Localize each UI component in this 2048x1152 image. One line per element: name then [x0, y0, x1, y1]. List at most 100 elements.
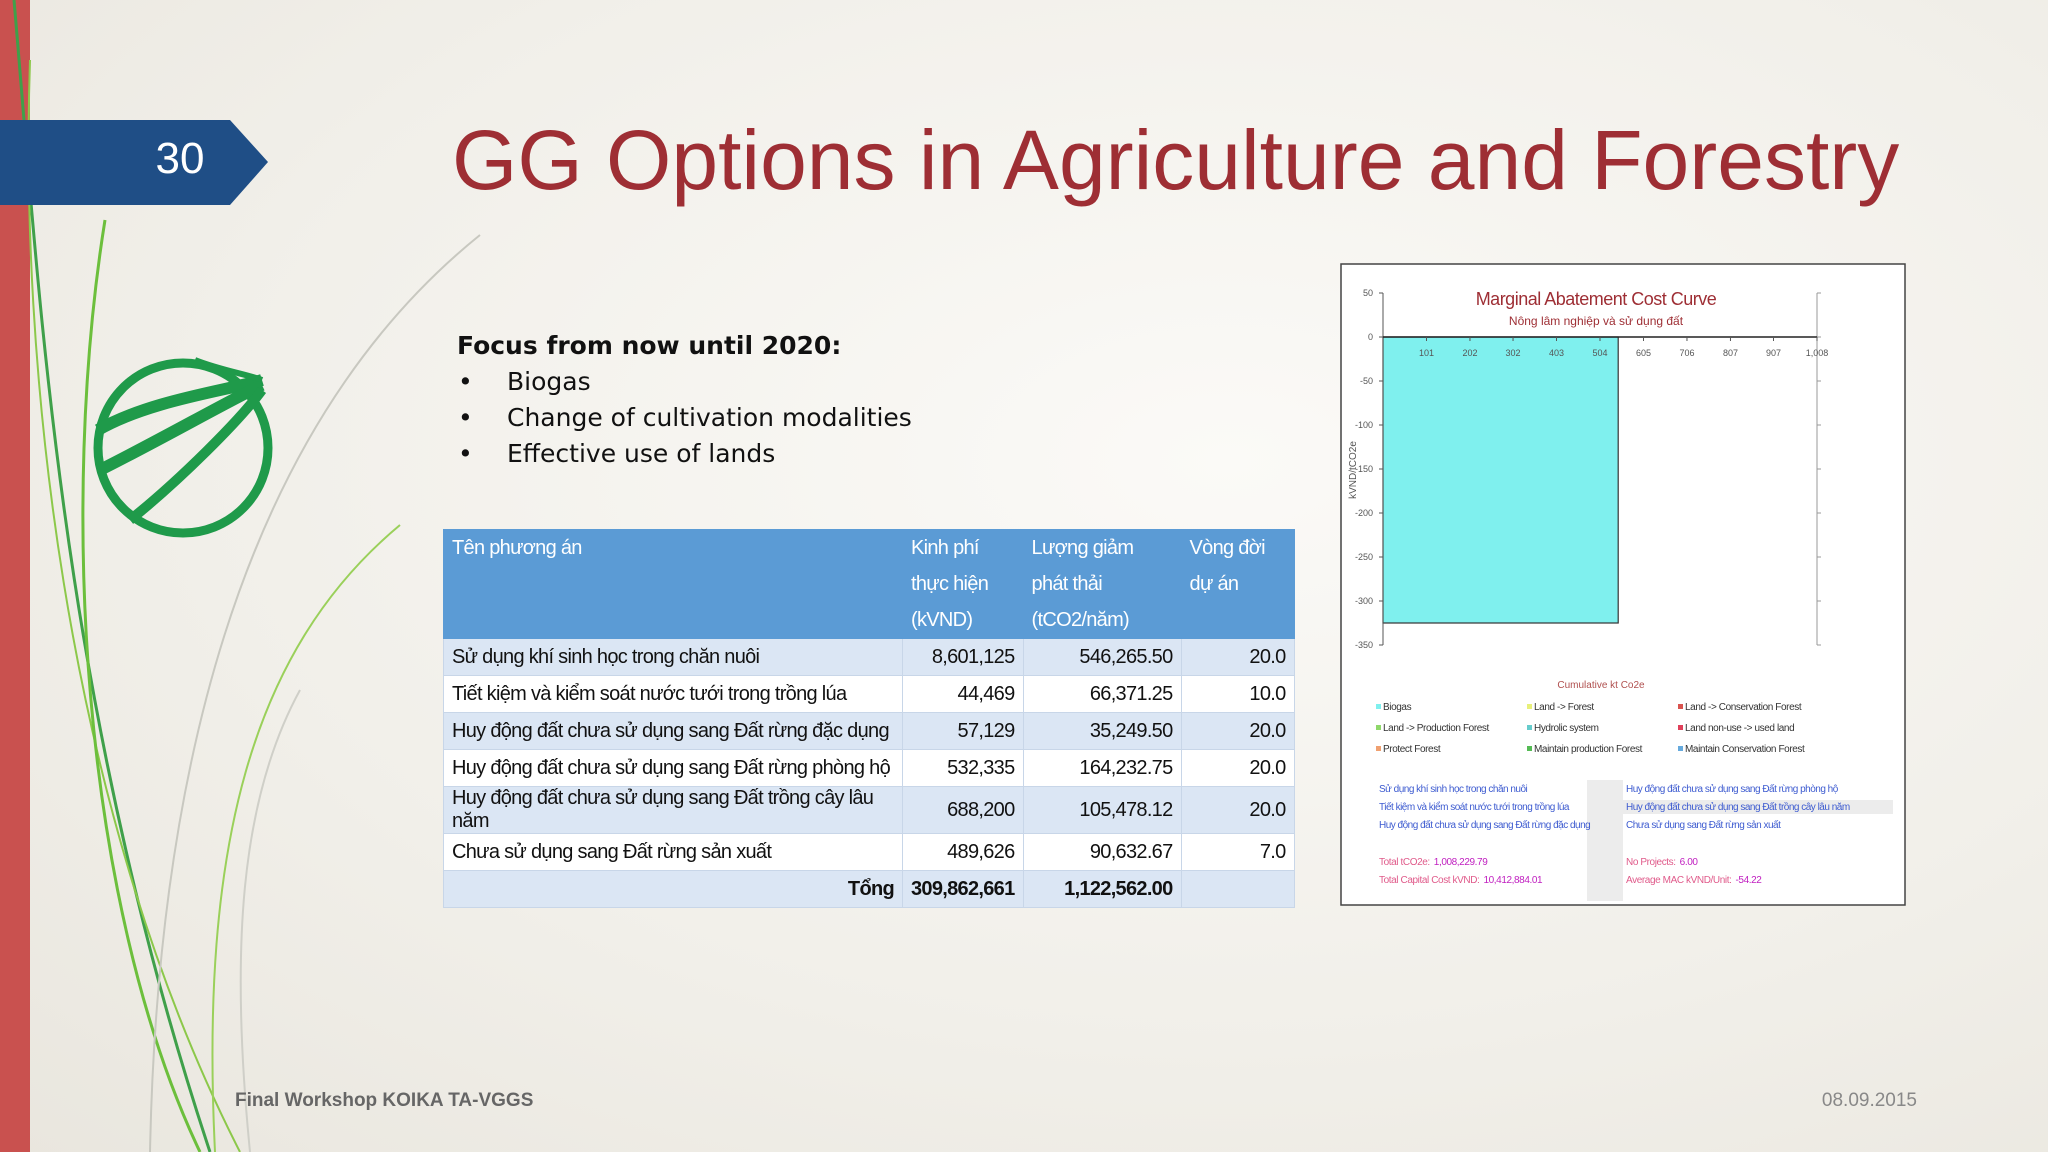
column-header: Kinh phí thực hiện (kVND) [902, 529, 1024, 639]
chart-panel-divider [1587, 780, 1623, 901]
legend-label: Land -> Forest [1534, 702, 1594, 713]
numeric-cell: 90,632.67 [1022, 833, 1182, 871]
numeric-cell: 57,129 [902, 712, 1024, 750]
bullet-marker: • [458, 439, 473, 468]
numeric-cell: 164,232.75 [1022, 749, 1182, 787]
numeric-cell: 489,626 [902, 833, 1024, 871]
legend-label: Protect Forest [1383, 744, 1441, 755]
focus-list: Focus from now until 2020: • Biogas • Chang… [457, 328, 912, 472]
y-tick-label: -150 [1355, 464, 1373, 474]
table-body: Sử dụng khí sinh học trong chăn nuôi 8,60… [443, 638, 1295, 908]
legend-label: Maintain Conservation Forest [1685, 744, 1805, 755]
deco-curve [211, 524, 401, 1152]
project-name: Huy động đất chưa sử dụng sang Đất rừng … [1379, 819, 1590, 831]
numeric-cell: 688,200 [902, 786, 1024, 834]
legend-swatch [1376, 725, 1381, 730]
deco-curve [81, 219, 202, 1152]
legend-swatch [1527, 704, 1532, 709]
slide-number: 30 [155, 134, 205, 183]
numeric-cell: 44,469 [902, 675, 1024, 713]
table-row: Tiết kiệm và kiểm soát nước tưới trong t… [443, 675, 1295, 713]
project-name: Huy động đất chưa sử dụng sang Đất trồng… [1626, 801, 1850, 813]
y-tick-label: -300 [1355, 596, 1373, 606]
x-tick-label: 302 [1506, 348, 1521, 358]
summary-value: -54.22 [1736, 875, 1763, 886]
chart-subtitle: Nông lâm nghiệp và sử dụng đất [1509, 314, 1684, 328]
summary-label-text: Total tCO2e: [1379, 857, 1430, 868]
bullet-text: Effective use of lands [507, 439, 776, 468]
mac-chart: Marginal Abatement Cost Curve Nông lâm n… [1340, 263, 1906, 906]
legend-label: Hydrolic system [1534, 723, 1599, 734]
slide-title: GG Options in Agriculture and Forestry [452, 113, 1900, 207]
option-name: Huy động đất chưa sử dụng sang Đất rừng … [443, 712, 903, 750]
x-tick-label: 605 [1636, 348, 1651, 358]
y-tick-label: -250 [1355, 552, 1373, 562]
numeric-cell: 8,601,125 [902, 638, 1024, 676]
y-tick-label: 50 [1363, 288, 1373, 298]
x-tick-label: 403 [1549, 348, 1564, 358]
summary-value: 6.00 [1680, 857, 1699, 868]
project-highlight [1623, 800, 1893, 814]
summary-label-text: No Projects: [1626, 857, 1676, 868]
legend-label: Land non-use -> used land [1685, 723, 1794, 734]
numeric-cell: 105,478.12 [1022, 786, 1182, 834]
x-tick-label: 504 [1592, 348, 1607, 358]
x-tick-label: 907 [1766, 348, 1781, 358]
column-header: Vòng đời dự án [1180, 529, 1295, 639]
y-tick-label: -100 [1355, 420, 1373, 430]
option-name: Huy động đất chưa sử dụng sang Đất trồng… [443, 786, 903, 834]
total-label: Tổng [443, 870, 903, 908]
x-tick-label: 202 [1462, 348, 1477, 358]
numeric-cell: 20.0 [1180, 638, 1295, 676]
x-tick-label: 101 [1419, 348, 1434, 358]
total-value: 309,862,661 [902, 870, 1024, 908]
options-table: Tên phương án Kinh phí thực hiện (kVND) Lư… [443, 529, 1295, 908]
x-tick-label: 706 [1679, 348, 1694, 358]
legend-swatch [1678, 746, 1683, 751]
y-tick-label: 0 [1368, 332, 1373, 342]
deco-curve [149, 234, 481, 1152]
bullet-marker: • [458, 403, 473, 432]
number-banner [0, 120, 268, 205]
project-name: Huy động đất chưa sử dụng sang Đất rừng … [1626, 783, 1839, 795]
summary-label-text: Total Capital Cost kVND: [1379, 875, 1479, 886]
option-name: Sử dụng khí sinh học trong chăn nuôi [443, 638, 903, 676]
option-name: Tiết kiệm và kiểm soát nước tưới trong t… [443, 675, 903, 713]
table-row: Sử dụng khí sinh học trong chăn nuôi 8,60… [443, 638, 1295, 676]
x-tick-label: 1,008 [1806, 348, 1829, 358]
project-name: Sử dụng khí sinh học trong chăn nuôi [1379, 783, 1528, 795]
table-row: Huy động đất chưa sử dụng sang Đất rừng … [443, 749, 1295, 787]
numeric-cell: 20.0 [1180, 712, 1295, 750]
total-empty [1180, 870, 1295, 908]
legend-swatch [1376, 704, 1381, 709]
legend-swatch [1527, 725, 1532, 730]
option-name: Chưa sử dụng sang Đất rừng sản xuất [443, 833, 903, 871]
summary-label: Average MAC kVND/Unit: -54.22 [1626, 875, 1762, 886]
footer-left: Final Workshop KOIKA TA-VGGS [235, 1090, 534, 1111]
bullet-marker: • [458, 367, 473, 396]
legend-label: Maintain production Forest [1534, 744, 1643, 755]
bullet-text: Biogas [507, 367, 591, 396]
y-tick-label: -50 [1360, 376, 1373, 386]
x-axis-label: Cumulative kt Co2e [1557, 680, 1645, 691]
legend-swatch [1527, 746, 1532, 751]
bullet-item: • Effective use of lands [457, 436, 912, 472]
deco-curve [27, 59, 241, 1152]
legend-label: Land -> Production Forest [1383, 723, 1490, 734]
numeric-cell: 35,249.50 [1022, 712, 1182, 750]
y-tick-label: -350 [1355, 640, 1373, 650]
numeric-cell: 532,335 [902, 749, 1024, 787]
legend-label: Biogas [1383, 702, 1412, 713]
logo [93, 357, 273, 538]
x-tick-label: 807 [1723, 348, 1738, 358]
summary-value: 10,412,884.01 [1483, 875, 1543, 886]
deco-curve [239, 689, 301, 1152]
bullet-text: Change of cultivation modalities [507, 403, 912, 432]
summary-label: Total Capital Cost kVND: 10,412,884.01 [1379, 875, 1543, 886]
column-header: Lượng giảm phát thải (tCO2/năm) [1022, 529, 1182, 639]
table-row: Huy động đất chưa sử dụng sang Đất trồng… [443, 786, 1295, 834]
numeric-cell: 10.0 [1180, 675, 1295, 713]
summary-label-text: Average MAC kVND/Unit: [1626, 875, 1732, 886]
